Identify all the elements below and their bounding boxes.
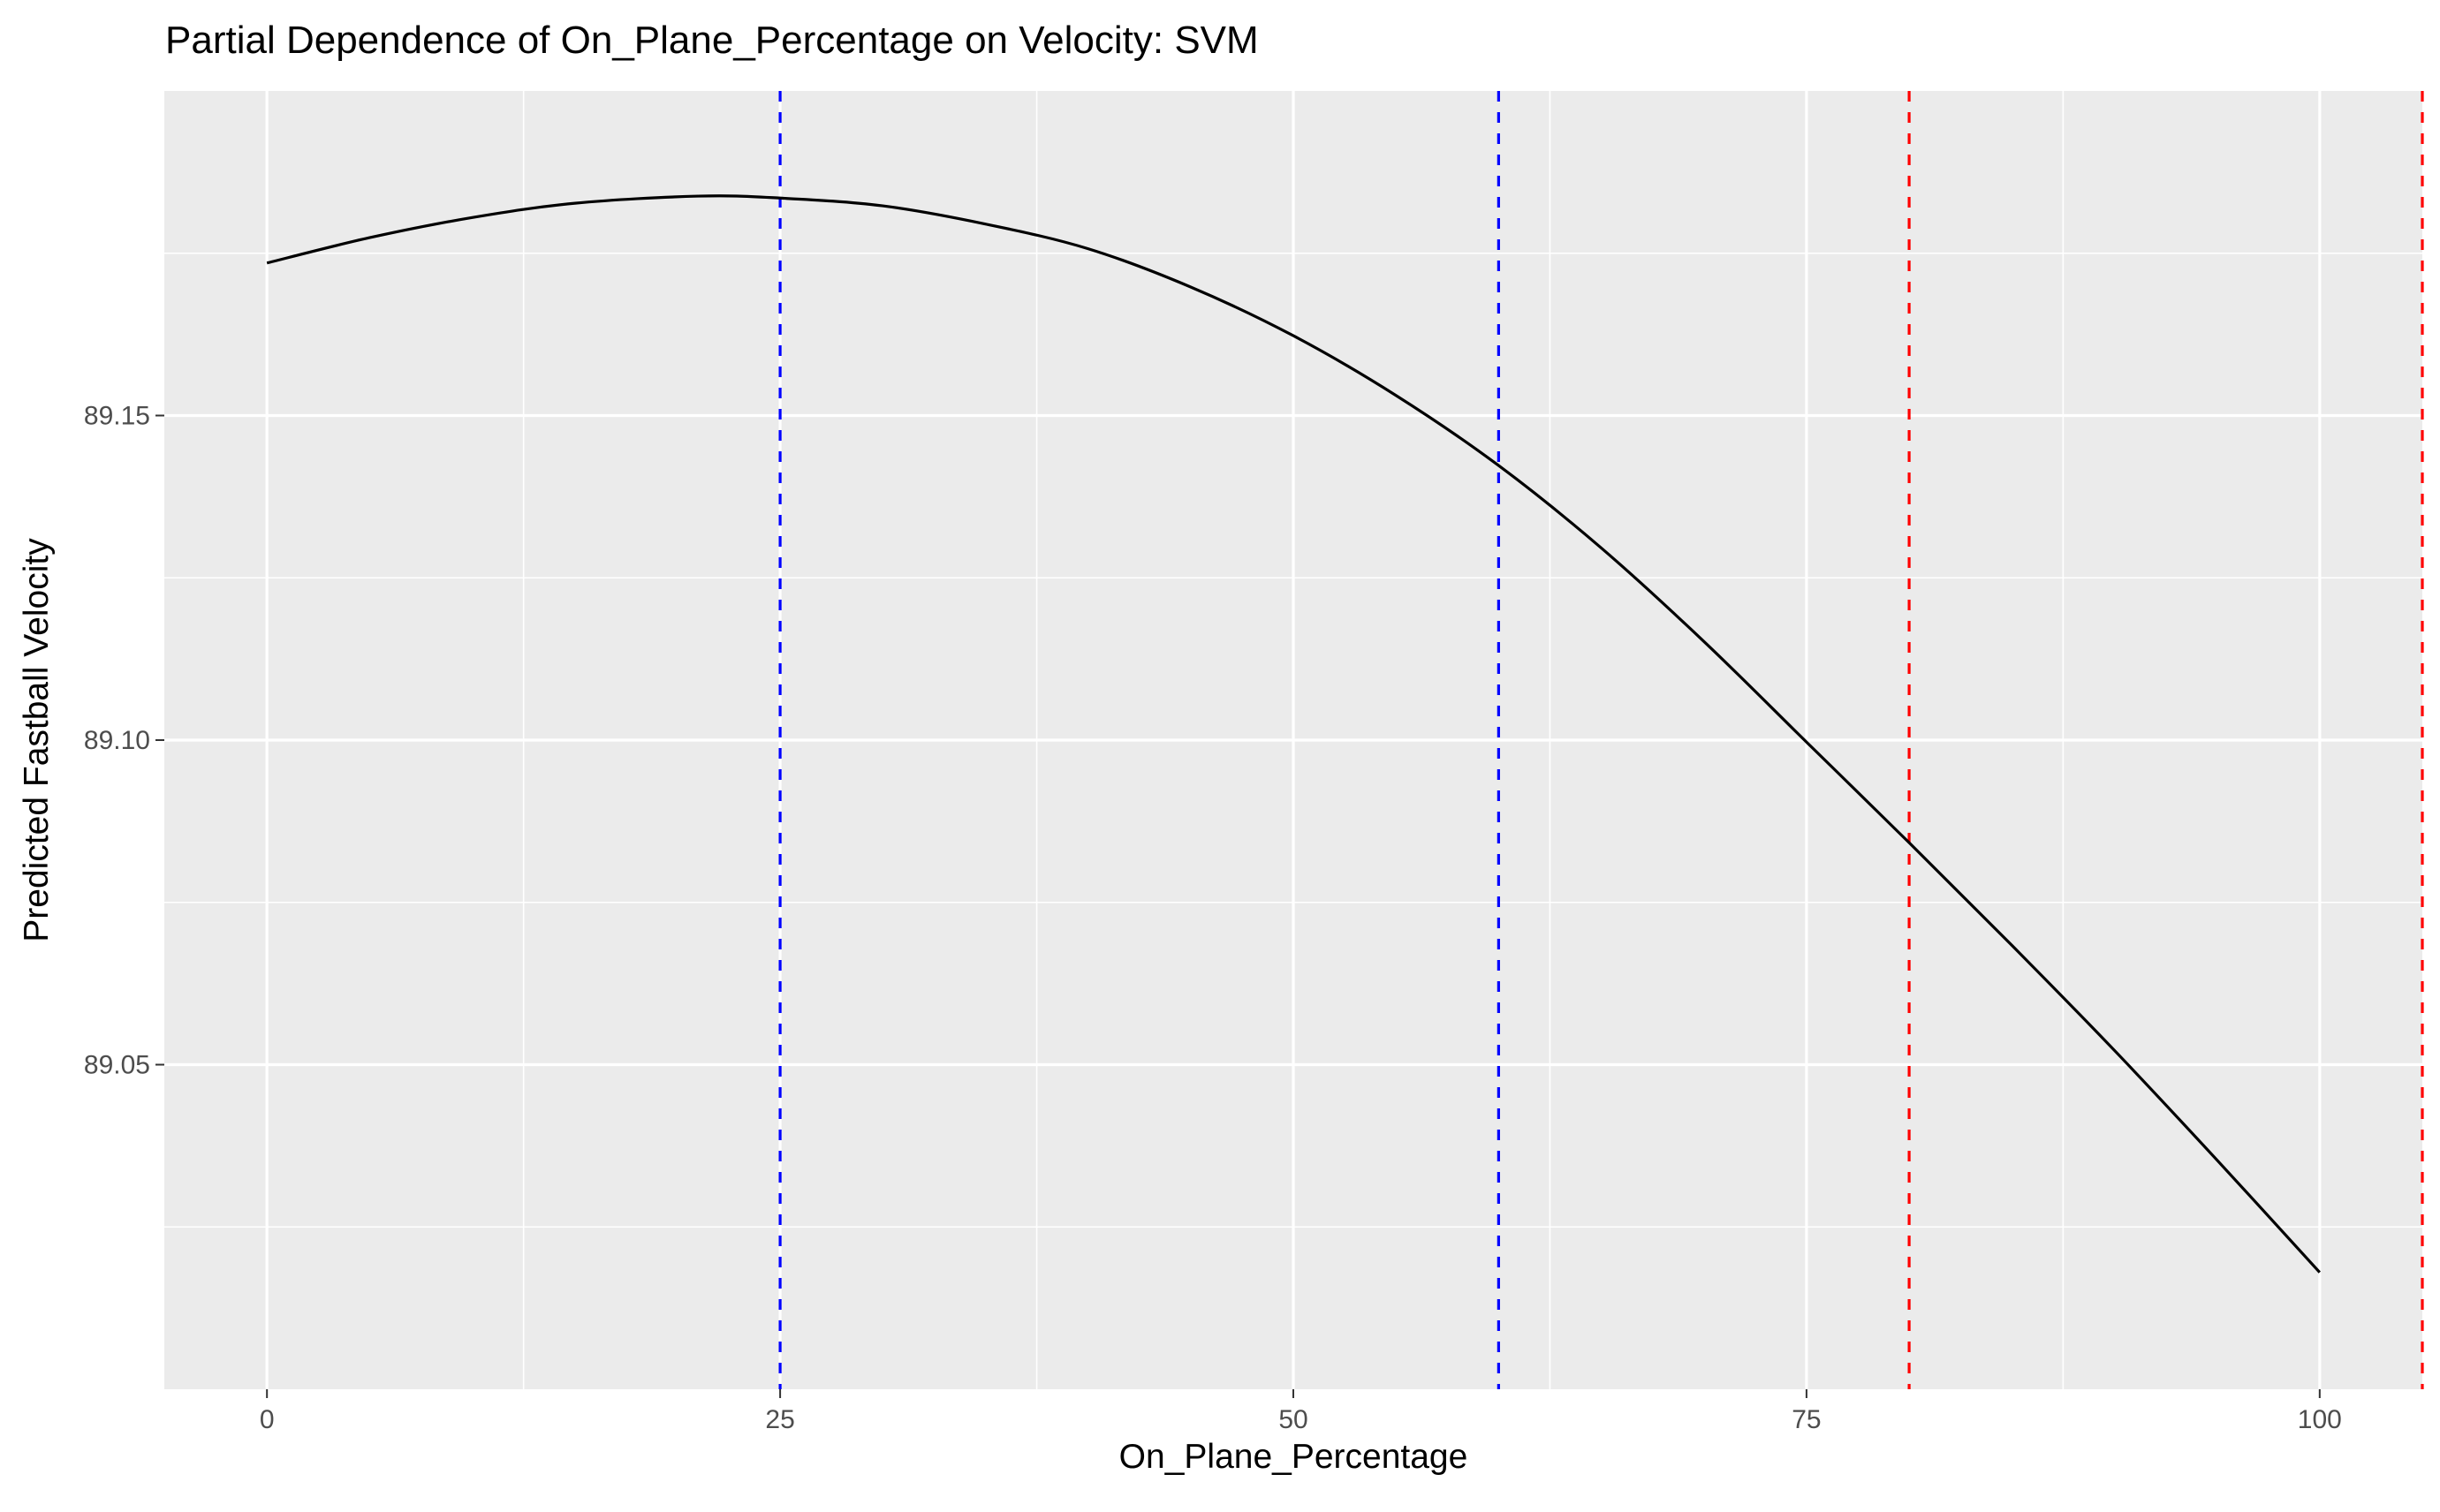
- series-layer: [266, 194, 2322, 1274]
- grid-layer: [164, 91, 2422, 1389]
- series-line: [266, 194, 2322, 1274]
- x-tick-label: 50: [1278, 1405, 1307, 1434]
- x-tick-label: 100: [2298, 1405, 2342, 1434]
- x-tick-label: 25: [765, 1405, 794, 1434]
- reference-lines: [778, 91, 2424, 1389]
- x-axis-title: On_Plane_Percentage: [1119, 1438, 1468, 1476]
- y-tick-label: 89.10: [84, 726, 150, 755]
- y-axis-title: Predicted Fastball Velocity: [18, 538, 56, 942]
- y-tick-label: 89.15: [84, 402, 150, 431]
- axis-layer: 0 25 50 75 100 89.05 89.10 89.15: [84, 402, 2342, 1435]
- chart-title: Partial Dependence of On_Plane_Percentag…: [165, 19, 1259, 62]
- y-tick-label: 89.05: [84, 1051, 150, 1080]
- x-tick-label: 75: [1792, 1405, 1821, 1434]
- x-tick-label: 0: [260, 1405, 275, 1434]
